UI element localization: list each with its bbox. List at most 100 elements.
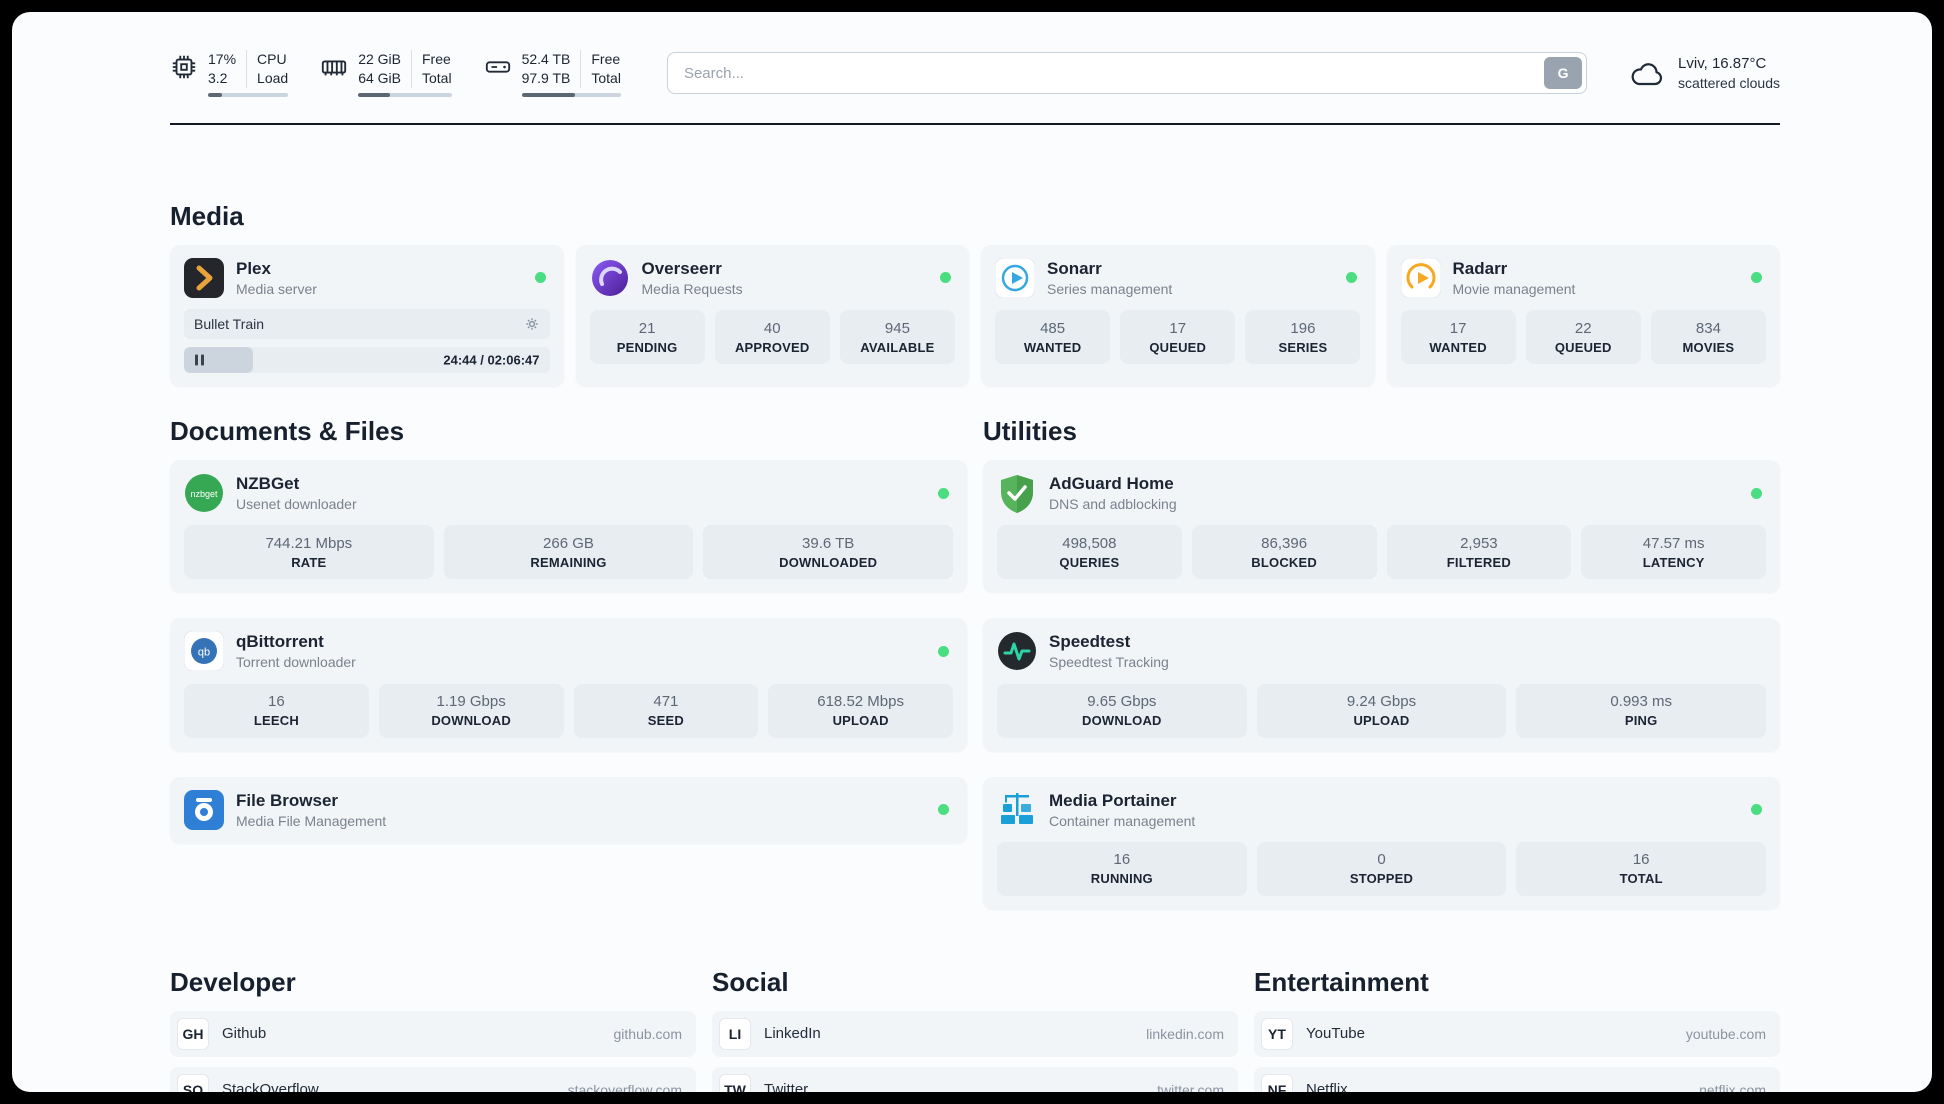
service-description: Movie management	[1452, 280, 1576, 297]
stat-box: 40 APPROVED	[714, 310, 830, 365]
service-description: Media File Management	[236, 812, 387, 829]
stat-label: SERIES	[1278, 339, 1328, 355]
search-engine-button[interactable]: G	[1544, 57, 1583, 90]
section-title-documents: Documents & Files	[170, 416, 405, 447]
stat-label: QUEUED	[1554, 339, 1612, 355]
bookmark-linkedin[interactable]: LI LinkedIn linkedin.com	[712, 1010, 1238, 1057]
section-documents: Documents & Files nzbget NZBGet Usenet d…	[170, 416, 967, 843]
stat-value: 2,953	[1460, 534, 1498, 552]
adguard-shield-icon	[997, 473, 1037, 514]
stat-value: 618.52 Mbps	[817, 693, 904, 711]
service-description: Torrent downloader	[236, 654, 356, 671]
stat-box: 16 LEECH	[184, 683, 369, 738]
overseerr-icon	[590, 258, 630, 298]
status-online-dot	[940, 272, 951, 284]
top-bar: 17% 3.2 CPU Load	[170, 50, 1780, 97]
service-card-qbittorrent[interactable]: qb qBittorrent Torrent downloader 16 LEE…	[170, 618, 967, 751]
weather-location: Lviv, 16.87°C	[1678, 54, 1767, 72]
stat-label: DOWNLOAD	[431, 713, 511, 729]
section-media: Media Plex Media server Bullet	[170, 200, 1780, 387]
service-card-plex[interactable]: Plex Media server Bullet Train	[170, 244, 564, 387]
stat-label: QUERIES	[1059, 554, 1120, 570]
disk-progress-bar	[521, 92, 621, 97]
stat-value: 86,396	[1261, 534, 1308, 552]
qbittorrent-icon: qb	[183, 630, 225, 672]
ram-icon	[320, 53, 348, 81]
service-card-overseerr[interactable]: Overseerr Media Requests 21 PENDING 40 A…	[575, 244, 969, 387]
bookmark-domain: github.com	[613, 1025, 682, 1042]
service-name: Radarr	[1452, 258, 1508, 278]
stat-value: 16	[268, 693, 285, 711]
cpu-chip-icon	[170, 53, 198, 81]
service-description: Container management	[1049, 812, 1196, 829]
stat-value: 16	[1632, 851, 1650, 869]
service-name: Speedtest	[1049, 632, 1131, 652]
bookmark-stackoverflow[interactable]: SO StackOverflow stackoverflow.com	[170, 1066, 696, 1092]
stat-box: 16 RUNNING	[997, 841, 1247, 896]
service-card-radarr[interactable]: Radarr Movie management 17 WANTED 22 QUE…	[1386, 244, 1780, 387]
stat-value: 47.57 ms	[1642, 534, 1705, 552]
disk-widget: 52.4 TB 97.9 TB Free Total	[484, 50, 621, 97]
stat-value: 22	[1574, 319, 1592, 337]
ram-total-value: 64 GiB	[358, 69, 401, 86]
stat-value: 0	[1377, 851, 1386, 869]
section-title-developer: Developer	[170, 966, 296, 997]
bookmark-domain: netflix.com	[1699, 1081, 1766, 1092]
cpu-widget: 17% 3.2 CPU Load	[170, 50, 289, 97]
header-divider	[170, 122, 1780, 125]
playback-progress-bar[interactable]: 24:44 / 02:06:47	[184, 347, 550, 374]
bookmark-abbr-badge: NF	[1261, 1073, 1293, 1092]
stat-label: UPLOAD	[832, 713, 889, 729]
service-card-speedtest[interactable]: Speedtest Speedtest Tracking 9.65 Gbps D…	[983, 618, 1780, 751]
stat-label: WANTED	[1429, 339, 1487, 355]
stat-box: 9.65 Gbps DOWNLOAD	[997, 683, 1247, 738]
service-card-filebrowser[interactable]: File Browser Media File Management	[170, 776, 967, 843]
bookmark-github[interactable]: GH Github github.com	[170, 1010, 696, 1057]
bookmark-twitter[interactable]: TW Twitter twitter.com	[712, 1066, 1238, 1092]
bookmark-name: LinkedIn	[764, 1025, 821, 1043]
section-entertainment: Entertainment YT YouTube youtube.com NF …	[1254, 967, 1780, 1092]
nzbget-icon: nzbget	[184, 473, 224, 513]
service-name: AdGuard Home	[1049, 474, 1174, 494]
stat-value: 1.19 Gbps	[436, 693, 506, 711]
status-online-dot	[938, 487, 949, 499]
search-bar: G	[666, 52, 1588, 95]
stat-label: LATENCY	[1642, 554, 1705, 570]
stat-box: 0.993 ms PING	[1516, 683, 1766, 738]
search-input[interactable]	[666, 52, 1588, 95]
stat-label: PENDING	[616, 339, 678, 355]
stat-box: 471 SEED	[573, 683, 759, 738]
cpu-usage-percent: 17%	[208, 51, 237, 67]
bookmark-netflix[interactable]: NF Netflix netflix.com	[1254, 1066, 1780, 1092]
radarr-icon	[1400, 257, 1441, 299]
ram-total-label: Total	[422, 69, 452, 86]
service-name: Overseerr	[641, 258, 722, 278]
stat-box: 86,396 BLOCKED	[1191, 525, 1377, 580]
stat-value: 9.24 Gbps	[1346, 693, 1417, 711]
stat-box: 498,508 QUERIES	[997, 525, 1182, 580]
service-card-nzbget[interactable]: nzbget NZBGet Usenet downloader 744.21 M…	[170, 460, 967, 593]
stat-box: 0 STOPPED	[1256, 841, 1507, 896]
stat-label: QUEUED	[1149, 339, 1207, 355]
service-name: qBittorrent	[236, 632, 324, 652]
section-utilities: Utilities AdGuard Home DNS and adblockin…	[983, 416, 1780, 909]
section-title-media: Media	[170, 200, 244, 231]
bookmark-youtube[interactable]: YT YouTube youtube.com	[1254, 1010, 1780, 1057]
stat-label: RATE	[291, 554, 327, 570]
cloud-icon	[1629, 60, 1665, 90]
svg-text:qb: qb	[198, 647, 210, 659]
pause-icon[interactable]	[195, 354, 204, 366]
weather-widget: Lviv, 16.87°C scattered clouds	[1629, 54, 1780, 93]
cpu-progress-bar	[208, 92, 289, 97]
speedtest-icon	[997, 631, 1037, 671]
bookmark-name: Twitter	[764, 1081, 809, 1092]
service-card-adguard[interactable]: AdGuard Home DNS and adblocking 498,508 …	[983, 460, 1780, 593]
stat-box: 196 SERIES	[1245, 310, 1361, 365]
service-card-portainer[interactable]: Media Portainer Container management 16 …	[983, 776, 1780, 909]
cpu-label: CPU	[257, 51, 287, 67]
service-description: Usenet downloader	[236, 496, 357, 513]
gear-icon[interactable]	[524, 316, 540, 332]
service-description: DNS and adblocking	[1049, 496, 1177, 513]
service-card-sonarr[interactable]: Sonarr Series management 485 WANTED 17 Q…	[981, 244, 1375, 387]
stat-value: 471	[653, 693, 679, 711]
